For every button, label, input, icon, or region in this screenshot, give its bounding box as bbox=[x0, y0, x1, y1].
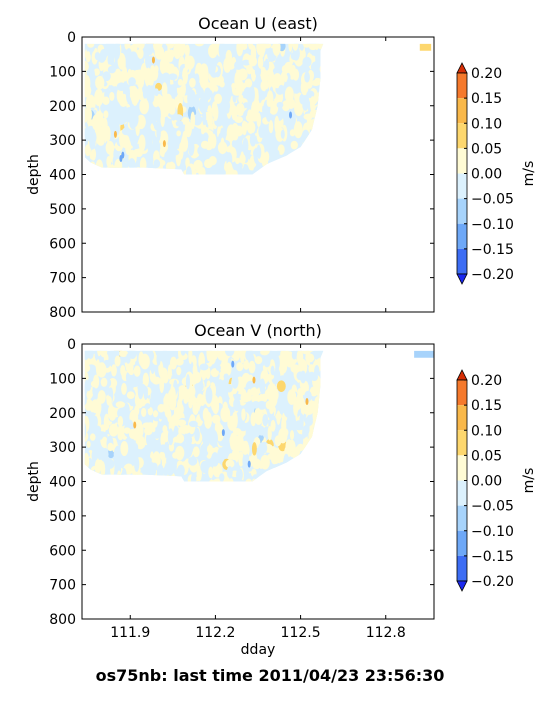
x-tick-label: 112.5 bbox=[281, 625, 321, 641]
colorbar-band bbox=[457, 480, 467, 506]
y-axis-label: depth bbox=[26, 461, 42, 502]
x-tick-label: 112.8 bbox=[366, 625, 406, 641]
colorbar-tick-label: −0.15 bbox=[471, 549, 514, 565]
colorbar-band bbox=[457, 98, 467, 124]
y-tick-label: 700 bbox=[49, 271, 76, 287]
panel-title: Ocean V (north) bbox=[194, 321, 322, 340]
colorbar-tick-label: 0.20 bbox=[471, 66, 502, 82]
colorbar-band bbox=[457, 380, 467, 406]
panel-1: Ocean U (east) 0 100 200 300 400 500 600 700 800 d… bbox=[26, 14, 537, 321]
y-tick-label: 100 bbox=[49, 371, 76, 387]
y-tick-label: 500 bbox=[49, 202, 76, 218]
colorbar-tick-label: 0.15 bbox=[471, 91, 502, 107]
colorbar-extend-max bbox=[456, 62, 468, 74]
colorbar-band bbox=[457, 555, 467, 581]
x-tick-label: 111.9 bbox=[110, 625, 150, 641]
y-tick-label: 700 bbox=[49, 578, 76, 594]
y-tick-label: 600 bbox=[49, 543, 76, 559]
y-tick-label: 400 bbox=[49, 168, 76, 184]
colorbar-tick-label: 0.20 bbox=[471, 373, 502, 389]
y-tick-label: 600 bbox=[49, 236, 76, 252]
y-tick-label: 300 bbox=[49, 133, 76, 149]
colorbar-band bbox=[457, 173, 467, 199]
colorbar-band bbox=[457, 248, 467, 274]
x-tick-label: 112.2 bbox=[195, 625, 235, 641]
colorbar: 0.20 0.15 0.10 0.05 0.00 −0.05 −0.10 −0.15 −0.20… bbox=[456, 369, 537, 592]
colorbar-tick-label: 0.05 bbox=[471, 141, 502, 157]
colorbar-tick-label: 0.15 bbox=[471, 398, 502, 414]
y-tick-label: 300 bbox=[49, 440, 76, 456]
colorbar-tick-label: 0.05 bbox=[471, 448, 502, 464]
colorbar-extend-min bbox=[456, 273, 468, 285]
isolated-patch bbox=[419, 43, 432, 51]
y-tick-label: 800 bbox=[49, 612, 76, 628]
colorbar-band bbox=[457, 198, 467, 224]
colorbar-band bbox=[457, 223, 467, 249]
colorbar-band bbox=[457, 505, 467, 531]
colorbar-tick-label: −0.20 bbox=[471, 574, 514, 590]
y-tick-label: 400 bbox=[49, 475, 76, 491]
y-tick-label: 100 bbox=[49, 64, 76, 80]
colorbar-tick-label: −0.20 bbox=[471, 267, 514, 283]
colorbar-tick-label: 0.00 bbox=[471, 474, 502, 490]
x-axis-label: dday bbox=[241, 642, 276, 658]
colorbar-tick-label: −0.15 bbox=[471, 242, 514, 258]
chart-figure: Ocean U (east) 0 100 200 300 400 500 600 700 800 d… bbox=[26, 14, 537, 658]
isolated-patch bbox=[414, 350, 434, 358]
colorbar-tick-label: −0.10 bbox=[471, 524, 514, 540]
colorbar-extend-min bbox=[456, 580, 468, 592]
y-tick-label: 0 bbox=[67, 30, 76, 46]
data-region bbox=[84, 350, 324, 482]
colorbar-tick-label: 0.00 bbox=[471, 167, 502, 183]
y-tick-label: 800 bbox=[49, 305, 76, 321]
colorbar-band bbox=[457, 430, 467, 456]
colorbar-tick-label: 0.10 bbox=[471, 423, 502, 439]
y-axis-label: depth bbox=[26, 154, 42, 195]
data-region bbox=[84, 43, 324, 175]
colorbar-tick-label: 0.10 bbox=[471, 116, 502, 132]
colorbar-extend-max bbox=[456, 369, 468, 381]
footer-title: os75nb: last time 2011/04/23 23:56:30 bbox=[95, 666, 445, 685]
colorbar: 0.20 0.15 0.10 0.05 0.00 −0.05 −0.10 −0.15 −0.20… bbox=[456, 62, 537, 285]
colorbar-band bbox=[457, 148, 467, 174]
y-tick-label: 500 bbox=[49, 509, 76, 525]
colorbar-band bbox=[457, 73, 467, 99]
y-tick-label: 200 bbox=[49, 99, 76, 115]
colorbar-band bbox=[457, 405, 467, 431]
panel-2: Ocean V (north) 0 100 200 300 400 500 600 700 800… bbox=[26, 321, 537, 658]
colorbar-tick-label: −0.05 bbox=[471, 192, 514, 208]
y-tick-label: 0 bbox=[67, 337, 76, 353]
colorbar-tick-label: −0.10 bbox=[471, 217, 514, 233]
colorbar-label: m/s bbox=[521, 161, 537, 187]
colorbar-band bbox=[457, 123, 467, 149]
colorbar-tick-label: −0.05 bbox=[471, 499, 514, 515]
colorbar-band bbox=[457, 530, 467, 556]
y-tick-label: 200 bbox=[49, 406, 76, 422]
colorbar-label: m/s bbox=[521, 468, 537, 494]
panel-title: Ocean U (east) bbox=[198, 14, 318, 33]
colorbar-band bbox=[457, 455, 467, 481]
